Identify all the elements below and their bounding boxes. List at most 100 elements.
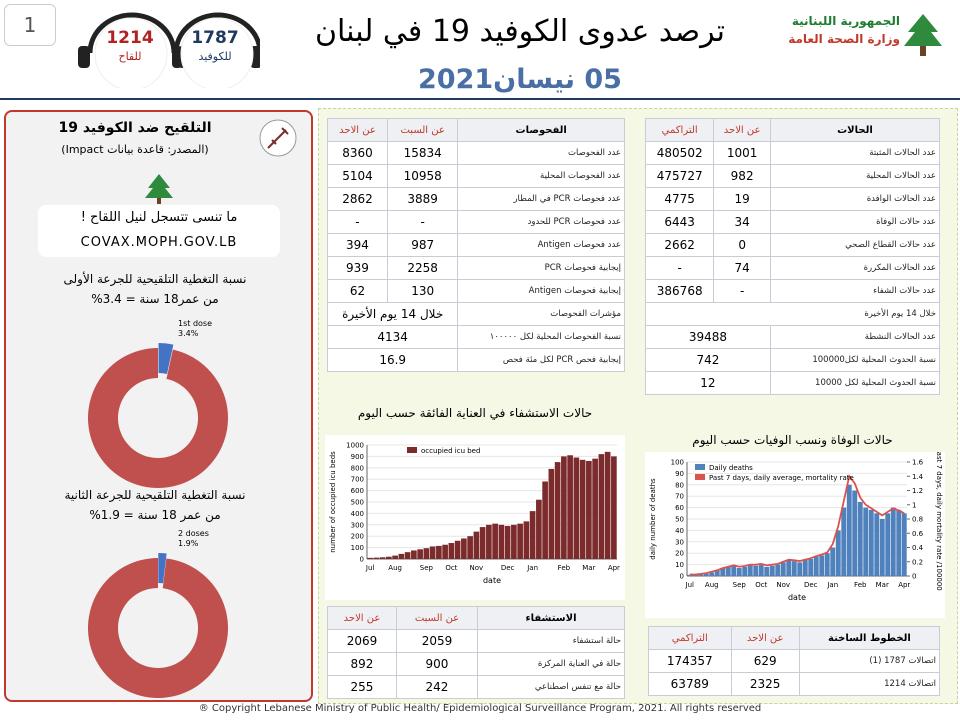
y2-axis-label: past 7 days, daily mortality rate /10000… (935, 452, 943, 591)
row-label: عدد الفحوصات المحلية (457, 164, 625, 188)
cases-table: الحالات عن الاحد التراكمي عدد الحالات المثب… (644, 118, 941, 395)
bar (714, 570, 720, 576)
bar (567, 455, 573, 559)
y2-tick-label: 0.2 (912, 558, 923, 566)
cell-value: 394 (327, 233, 388, 257)
bar (725, 566, 731, 576)
y2-tick-label: 1 (912, 501, 916, 509)
bar (769, 565, 775, 576)
bar (404, 552, 411, 559)
table-row: عدد الفحوصات 15834 8360 (327, 141, 625, 165)
column-header: عن الاحد (327, 606, 397, 630)
bar (747, 564, 753, 576)
y-tick-label: 500 (351, 499, 364, 507)
table-row: عدد فحوصات PCR في المطار 3889 2862 (327, 187, 625, 211)
cell-value: 939 (327, 256, 388, 280)
bar (863, 507, 869, 576)
table-row: اتصالات 1214 2325 63789 (648, 672, 941, 696)
y-tick-label: 100 (351, 544, 364, 552)
row-label: نسبة الحدوث المحلية لكل100000 (769, 348, 941, 372)
bar (448, 543, 455, 559)
y-tick-label: 100 (671, 459, 684, 467)
hotlines-icons (78, 12, 260, 88)
bar (498, 524, 505, 559)
bar (841, 507, 847, 576)
cell-value: 19 (713, 187, 771, 211)
slice-label: 2 doses (178, 529, 209, 538)
bar (797, 562, 803, 576)
x-tick-label: Oct (755, 581, 767, 589)
bar (586, 460, 592, 559)
table-row: إيجابية فحص PCR لكل مئة فحص 16.9 (326, 348, 625, 372)
bar (554, 462, 561, 559)
x-tick-label: Sep (733, 581, 747, 589)
cell-value: 2258 (386, 256, 459, 280)
cell-value: 1001 (713, 141, 771, 165)
bar (423, 548, 430, 559)
icu-chart: 0 100 200 300 400 500 600 700 800 900 1000 occupied… (325, 435, 625, 600)
y-tick-label: 200 (351, 533, 364, 541)
column-header: عن الاحد (327, 118, 388, 142)
y2-tick-label: 1.4 (912, 473, 924, 481)
cell-value: 2862 (327, 187, 388, 211)
row-label: مؤشرات الفحوصات (457, 302, 625, 326)
row-label: خلال 14 يوم الأخيرة (645, 302, 940, 326)
bar (454, 540, 461, 559)
dose1-caption: من عمر18 سنة = 3.4% (91, 292, 219, 306)
row-label: إيجابية فحص PCR لكل مئة فحص (457, 348, 625, 372)
table-row: عدد فحوصات Antigen 987 394 (327, 233, 625, 257)
dose2-caption: نسبة التغطية التلقيحية للجرعة الثانية (64, 488, 246, 502)
y-tick-label: 70 (675, 493, 684, 501)
x-tick-label: Mar (582, 564, 595, 572)
table-row: اتصالات 1787 (1) 629 174357 (648, 649, 941, 673)
x-tick-label: Apr (608, 564, 620, 572)
icu-chart-title: حالات الاستشفاء في العناية الفائقة حسب ا… (357, 406, 593, 420)
slice-value: 3.4% (178, 329, 199, 338)
table-row: نسبة الفحوصات المحلية لكل ١٠٠٠٠٠ 4134 (326, 325, 625, 349)
column-header: الفحوصات (457, 118, 625, 142)
header-row: الحالات عن الاحد التراكمي (644, 118, 941, 142)
bar (517, 523, 523, 559)
bar (392, 555, 398, 559)
bar (819, 555, 825, 576)
cell-value: 10958 (386, 164, 459, 188)
y-tick-label: 10 (675, 561, 684, 569)
hotline-covid-label: للكوفيد (198, 50, 232, 63)
bar (885, 513, 891, 576)
x-tick-label: Jul (365, 564, 375, 572)
column-header: عن السبت (395, 606, 479, 630)
hotline-covid-number: 1787 (191, 28, 239, 48)
table-row: عدد الحالات المكررة 74- (644, 256, 941, 280)
row-label: حالة في العناية المركزة (477, 652, 625, 676)
cell-value: - (644, 256, 715, 280)
y-tick-label: 20 (675, 550, 684, 558)
bar (802, 560, 808, 576)
x-tick-label: Nov (776, 581, 790, 589)
pie-remainder (88, 348, 229, 488)
x-tick-label: Feb (854, 581, 867, 589)
table-row: حالة في العناية المركزة 900 892 (327, 652, 625, 676)
table-row: عدد حالات الشفاء -386768 (644, 279, 941, 303)
bar (386, 556, 392, 559)
cell-value: 900 (395, 652, 479, 676)
cell-value: 475727 (644, 164, 715, 188)
y-tick-label: 90 (675, 470, 684, 478)
cell-value: 174357 (648, 649, 732, 673)
row-label: عدد الحالات المثبتة (769, 141, 941, 165)
cell-value: 629 (730, 649, 800, 673)
report-date: 05 نيسان2021 (418, 64, 622, 95)
cell-value: 2662 (644, 233, 715, 257)
reminder-text: ما تنسى تتسجل لنيل اللقاح ! (80, 210, 238, 225)
reminder-box (38, 205, 280, 257)
bar (857, 501, 863, 576)
y2-tick-label: 0 (912, 573, 916, 581)
bar (442, 544, 448, 559)
bar (529, 511, 536, 559)
registration-url[interactable]: COVAX.MOPH.GOV.LB (80, 235, 238, 250)
cell-value: 3889 (386, 187, 459, 211)
cell-value: 5104 (327, 164, 388, 188)
bar (467, 536, 473, 559)
table-row: عدد الحالات النشطة 39488 (645, 325, 941, 349)
table-row: إيجابية فحوصات PCR 2258 939 (327, 256, 625, 280)
